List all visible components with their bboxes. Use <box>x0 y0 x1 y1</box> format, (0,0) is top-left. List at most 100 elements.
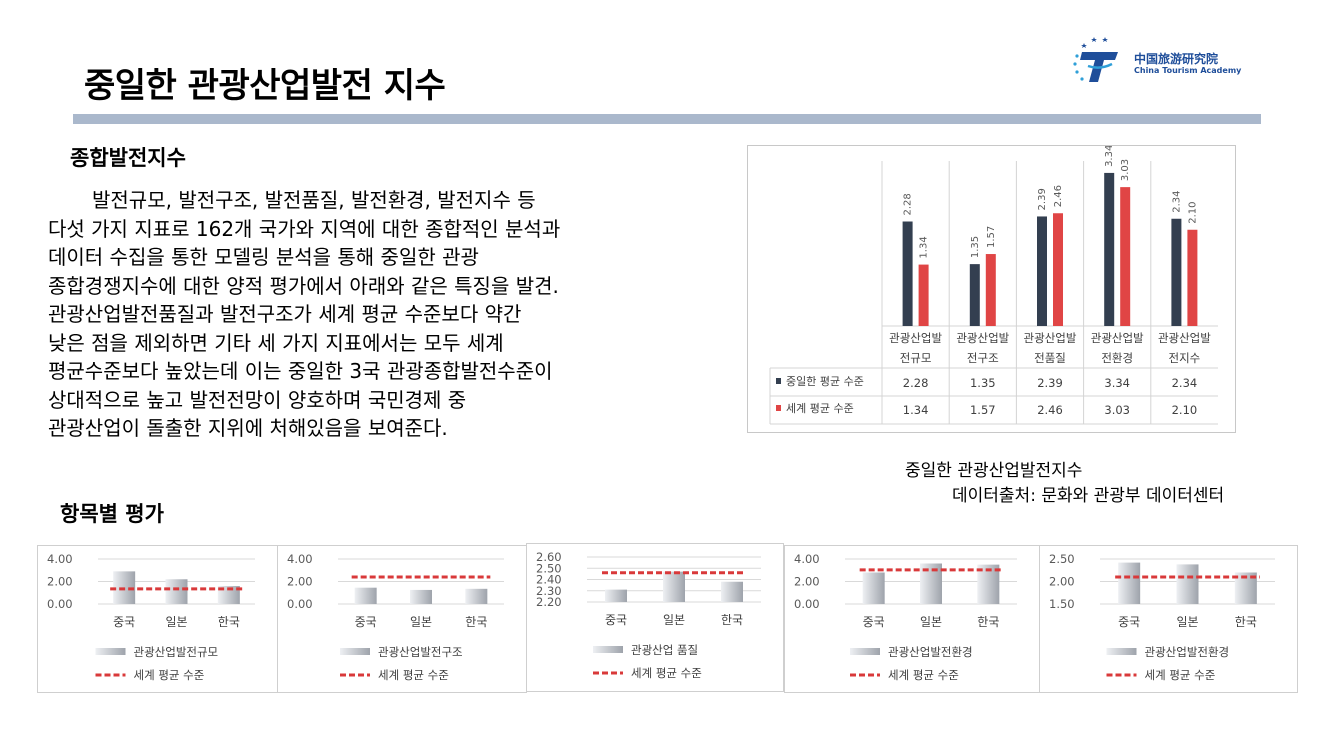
data-label: 3.34 <box>1104 146 1115 167</box>
legend-swatch <box>593 646 623 653</box>
legend-swatch <box>1106 648 1137 655</box>
mini-chart-structure: 0.00 2.00 4.00 중국 일본 한국 관광산업발전구조 세계 평균 수준 <box>277 545 527 693</box>
data-label: 2.34 <box>1171 190 1182 212</box>
bar <box>721 581 743 602</box>
bar-world-avg <box>918 264 929 326</box>
x-tick-label: 일본 <box>410 615 432 629</box>
legend-label: 관광산업발전환경 <box>1145 645 1230 659</box>
x-tick-label: 전구조 <box>967 351 999 365</box>
paragraph-line: 다섯 가지 지표로 162개 국가와 지역에 대한 종합적인 분석과 <box>48 216 561 241</box>
y-tick-label: 2.00 <box>1049 575 1075 589</box>
paragraph-line: 평균수준보다 높았는데 이는 중일한 3국 관광종합발전수준이 <box>48 359 553 383</box>
legend-label: 관광산업발전구조 <box>378 645 463 659</box>
mini-chart-quality: 2.20 2.30 2.40 2.50 2.60 중국 일본 한국 관광산업 품질 세계 평균 수… <box>526 543 784 692</box>
data-label: 2.10 <box>1187 201 1198 223</box>
x-tick-label: 중국 <box>605 613 627 627</box>
y-tick-label: 2.50 <box>1049 552 1075 566</box>
data-label: 1.35 <box>970 236 981 258</box>
y-tick-label: 2.00 <box>287 575 313 589</box>
x-tick-label: 중국 <box>863 615 885 629</box>
bar-cjk-avg <box>1104 172 1115 326</box>
table-value: 1.34 <box>903 403 929 417</box>
legend-swatch <box>776 405 781 411</box>
bar-world-avg <box>1187 229 1198 326</box>
bar <box>920 563 942 604</box>
bar <box>862 572 885 604</box>
bar-cjk-avg <box>969 264 980 326</box>
legend-label: 세계 평균 수준 <box>1145 668 1216 682</box>
chart-caption: 중일한 관광산업발전지수 <box>905 461 1083 481</box>
bar <box>605 589 627 602</box>
x-tick-label: 한국 <box>465 615 487 629</box>
legend-swatch <box>340 648 370 655</box>
table-value: 1.35 <box>970 376 996 390</box>
y-tick-label: 2.50 <box>536 561 562 575</box>
mini-chart-environment: 0.00 2.00 4.00 중국 일본 한국 관광산업발전환경 세계 평균 수준 <box>784 545 1040 693</box>
x-tick-label: 중국 <box>355 615 377 629</box>
table-value: 2.28 <box>903 376 929 390</box>
mini-chart-scale: 0.00 2.00 4.00 중국 일본 한국 관광산업발전규모 세계 평균 수준 <box>37 545 278 693</box>
bar-cjk-avg <box>1171 218 1182 326</box>
y-tick-label: 0.00 <box>794 597 820 611</box>
bar <box>977 564 1000 604</box>
logo: 中国旅游研究院 China Tourism Academy <box>1070 36 1270 88</box>
y-tick-label: 4.00 <box>47 552 73 566</box>
y-tick-label: 2.40 <box>536 573 562 587</box>
paragraph-line: 관광산업발전품질과 발전구조가 세계 평균 수준보다 약간 <box>48 302 522 326</box>
data-label: 2.39 <box>1037 188 1048 210</box>
legend-label: 세계 평균 수준 <box>631 666 702 680</box>
bar <box>663 571 685 602</box>
bar-world-avg <box>985 254 996 326</box>
x-tick-label: 한국 <box>721 613 743 627</box>
bar <box>1176 564 1199 604</box>
bar <box>1234 572 1257 604</box>
y-tick-label: 0.00 <box>47 597 73 611</box>
legend-swatch <box>95 648 126 655</box>
y-tick-label: 2.00 <box>794 575 820 589</box>
bar <box>165 579 188 604</box>
y-tick-label: 4.00 <box>794 552 820 566</box>
paragraph-line: 관광산업이 돌출한 지위에 처해있음을 보여준다. <box>48 416 448 440</box>
title-underline <box>73 114 1261 124</box>
bar-cjk-avg <box>1037 216 1047 326</box>
x-tick-label: 전환경 <box>1101 351 1133 365</box>
bar-cjk-avg <box>902 221 913 326</box>
x-tick-label: 관광산업발 <box>1091 331 1144 345</box>
legend-swatch <box>850 648 880 655</box>
paragraph-line: 종합경쟁지수에 대한 양적 평가에서 아래와 같은 특징을 발견. <box>48 273 559 298</box>
legend-label: 중일한 평균 수준 <box>786 374 864 388</box>
bar-world-avg <box>1120 187 1131 326</box>
logo-english-name: China Tourism Academy <box>1134 66 1242 75</box>
table-value: 2.46 <box>1037 403 1063 417</box>
x-tick-label: 중국 <box>1118 615 1140 629</box>
data-label: 1.57 <box>986 226 997 248</box>
x-tick-label: 일본 <box>165 615 187 629</box>
x-tick-label: 일본 <box>920 615 942 629</box>
mini-chart-index: 1.50 2.00 2.50 중국 일본 한국 관광산업발전환경 세계 평균 수준 <box>1039 545 1298 693</box>
legend-label: 세계 평균 수준 <box>888 668 959 682</box>
legend-label: 세계 평균 수준 <box>134 668 205 682</box>
y-tick-label: 2.20 <box>536 595 562 609</box>
legend-label: 관광산업 품질 <box>631 643 698 657</box>
logo-chinese-name: 中国旅游研究院 <box>1134 52 1219 66</box>
description-paragraph: 발전규모, 발전구조, 발전품질, 발전환경, 발전지수 등 다섯 가지 지표로… <box>48 186 738 443</box>
x-tick-label: 관광산업발 <box>889 331 942 345</box>
y-tick-label: 2.30 <box>536 584 562 598</box>
data-label: 1.34 <box>919 236 930 258</box>
x-tick-label: 관광산업발 <box>1158 331 1211 345</box>
data-source: 데이터출처: 문화와 관광부 데이터센터 <box>952 486 1225 506</box>
y-tick-label: 2.00 <box>47 575 73 589</box>
data-label: 2.28 <box>903 193 914 215</box>
bar <box>465 588 488 604</box>
cta-emblem-icon <box>1073 37 1118 82</box>
legend-label: 세계 평균 수준 <box>378 668 449 682</box>
section-heading-by-item: 항목별 평가 <box>60 502 164 526</box>
x-tick-label: 일본 <box>663 613 685 627</box>
paragraph-line: 상대적으로 높고 발전전망이 양호하며 국민경제 중 <box>48 387 467 412</box>
page-title: 중일한 관광산업발전 지수 <box>84 66 446 106</box>
y-tick-label: 4.00 <box>287 552 313 566</box>
table-value: 2.39 <box>1037 376 1063 390</box>
